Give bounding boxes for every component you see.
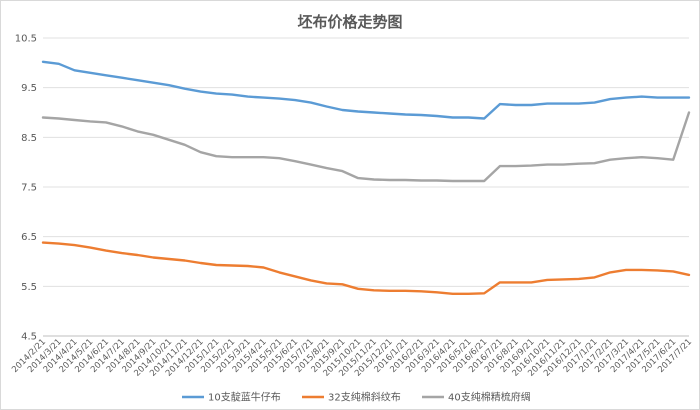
y-tick-label: 5.5 [21,282,37,293]
legend-item-1: 10支靛蓝牛仔布 [182,391,281,404]
legend-item-3: 40支纯棉精梳府绸 [422,391,531,404]
grid-layer [43,37,689,337]
y-tick-label: 8.5 [21,133,37,144]
y-tick-label: 7.5 [21,183,37,194]
series-line-1 [41,60,691,120]
legend-item-2: 32支纯棉斜纹布 [302,391,401,404]
series-line-2 [41,241,691,295]
legend: 10支靛蓝牛仔布 32支纯棉斜纹布 40支纯棉精梳府绸 [182,391,531,404]
legend-label: 10支靛蓝牛仔布 [208,391,281,404]
x-axis-ticks: 2014/2/212014/3/212014/4/212014/5/212014… [10,337,694,379]
legend-label: 40支纯棉精梳府绸 [448,391,531,404]
legend-label: 32支纯棉斜纹布 [328,391,401,404]
series-line-3 [41,111,691,183]
y-tick-label: 10.5 [15,34,37,45]
y-tick-label: 6.5 [21,232,37,243]
chart-title: 坯布价格走势图 [297,13,402,31]
y-tick-label: 9.5 [21,83,37,94]
y-tick-label: 4.5 [21,332,37,343]
y-axis-ticks: 4.5 5.5 6.5 7.5 8.5 9.5 10.5 [15,34,37,343]
series-layer [41,60,691,295]
